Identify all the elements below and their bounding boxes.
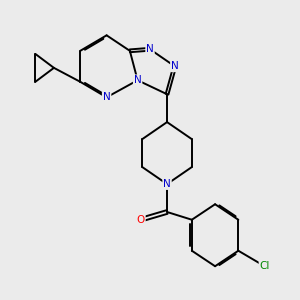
Text: O: O xyxy=(136,215,145,225)
Text: Cl: Cl xyxy=(260,261,270,271)
Text: N: N xyxy=(146,44,154,54)
Text: N: N xyxy=(163,179,171,189)
Text: N: N xyxy=(134,75,142,85)
Text: N: N xyxy=(103,92,110,102)
Text: N: N xyxy=(171,61,179,71)
